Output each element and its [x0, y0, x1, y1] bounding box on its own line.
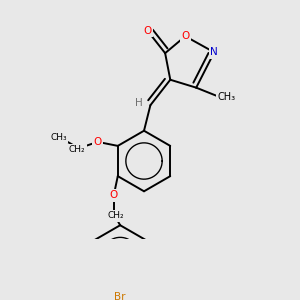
Text: Br: Br: [114, 292, 126, 300]
Text: CH₃: CH₃: [218, 92, 236, 102]
Text: CH₃: CH₃: [50, 133, 67, 142]
Text: O: O: [143, 26, 152, 36]
Text: H: H: [135, 98, 143, 108]
Text: O: O: [110, 190, 118, 200]
Text: O: O: [94, 137, 102, 147]
Text: CH₂: CH₂: [69, 146, 86, 154]
Text: CH₂: CH₂: [107, 211, 124, 220]
Text: O: O: [181, 31, 189, 41]
Text: N: N: [210, 47, 218, 57]
